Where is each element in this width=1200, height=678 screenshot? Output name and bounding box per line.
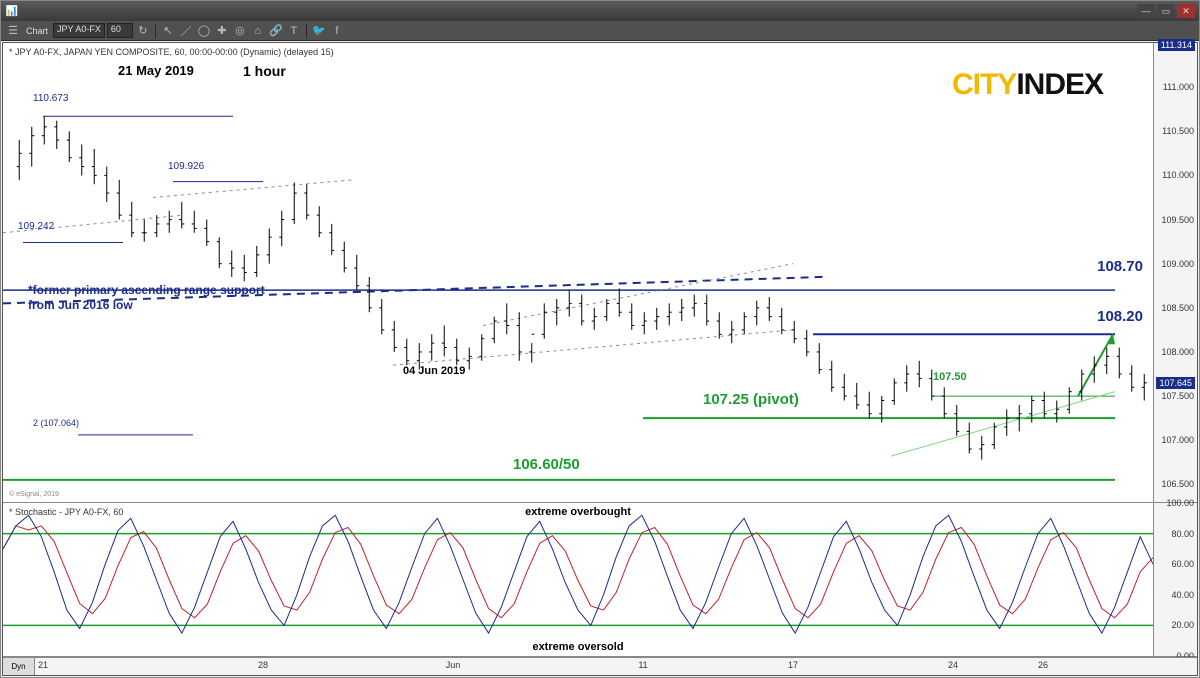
x-tick: 21 bbox=[38, 660, 48, 670]
link-icon[interactable]: 🔗 bbox=[268, 23, 284, 39]
y-tick: 110.000 bbox=[1162, 170, 1194, 180]
price-svg bbox=[3, 43, 1153, 502]
y-tick: 107.000 bbox=[1161, 435, 1194, 445]
chart-window: 📊 — ▭ ✕ ☰ Chart JPY A0-FX 60 ↻ ↖ ／ ◯ ✚ ◎… bbox=[0, 0, 1200, 678]
close-button[interactable]: ✕ bbox=[1177, 4, 1195, 18]
x-axis-ticks: 21 28 Jun 11 17 24 26 bbox=[3, 658, 1153, 675]
toolbar-divider bbox=[306, 24, 307, 38]
x-tick: Jun bbox=[446, 660, 461, 670]
circle-tool-icon[interactable]: ◯ bbox=[196, 23, 212, 39]
stochastic-svg bbox=[3, 503, 1153, 656]
y-tick: 108.500 bbox=[1161, 303, 1194, 313]
minimize-button[interactable]: — bbox=[1137, 4, 1155, 18]
target-icon[interactable]: ◎ bbox=[232, 23, 248, 39]
y-tick: 20.00 bbox=[1171, 620, 1194, 630]
interval-select[interactable]: 60 bbox=[107, 23, 133, 38]
y-tick: 109.500 bbox=[1161, 215, 1194, 225]
crosshair-icon[interactable]: ✚ bbox=[214, 23, 230, 39]
chart-stack: * JPY A0-FX, JAPAN YEN COMPOSITE, 60, 00… bbox=[2, 42, 1198, 676]
x-tick: 28 bbox=[258, 660, 268, 670]
x-tick: 11 bbox=[638, 660, 647, 670]
menu-icon[interactable]: ☰ bbox=[5, 23, 21, 39]
y-tick: 111.000 bbox=[1163, 82, 1194, 92]
time-axis[interactable]: Dyn 2128Jun11172426 bbox=[3, 657, 1197, 675]
stochastic-y-axis[interactable]: 0.0020.0040.0060.0080.00100.00 bbox=[1153, 503, 1197, 656]
facebook-icon[interactable]: f bbox=[329, 23, 345, 39]
y-tick: 108.000 bbox=[1161, 347, 1194, 357]
y-tick: 107.500 bbox=[1161, 391, 1194, 401]
home-icon[interactable]: ⌂ bbox=[250, 23, 266, 39]
draw-line-icon[interactable]: ／ bbox=[178, 23, 194, 39]
y-tick: 109.000 bbox=[1161, 259, 1194, 269]
y-tick: 60.00 bbox=[1171, 559, 1194, 569]
y-tick: 40.00 bbox=[1171, 590, 1194, 600]
cityindex-logo: CITYINDEX bbox=[952, 68, 1103, 102]
logo-part1: CITY bbox=[952, 68, 1016, 101]
y-tick: 110.500 bbox=[1162, 126, 1194, 136]
current-price-box: 107.645 bbox=[1156, 377, 1195, 389]
cursor-icon[interactable]: ↖ bbox=[160, 23, 176, 39]
window-titlebar[interactable]: 📊 — ▭ ✕ bbox=[1, 1, 1199, 21]
app-icon: 📊 bbox=[5, 4, 19, 18]
y-tick: 80.00 bbox=[1171, 529, 1194, 539]
refresh-icon[interactable]: ↻ bbox=[135, 23, 151, 39]
symbol-select[interactable]: JPY A0-FX bbox=[53, 23, 105, 38]
stochastic-plot-area[interactable]: extreme overbought extreme oversold bbox=[3, 503, 1153, 656]
price-panel[interactable]: * JPY A0-FX, JAPAN YEN COMPOSITE, 60, 00… bbox=[3, 43, 1197, 503]
maximize-button[interactable]: ▭ bbox=[1157, 4, 1175, 18]
logo-part2: INDEX bbox=[1016, 68, 1103, 101]
text-tool-icon[interactable]: T bbox=[286, 23, 302, 39]
x-tick: 26 bbox=[1038, 660, 1048, 670]
twitter-icon[interactable]: 🐦 bbox=[311, 23, 327, 39]
toolbar-divider bbox=[155, 24, 156, 38]
stochastic-panel[interactable]: * Stochastic - JPY A0-FX, 60 extreme ove… bbox=[3, 503, 1197, 657]
price-y-axis[interactable]: 106.500 107.000 107.500 108.000 108.500 109.0… bbox=[1153, 43, 1197, 502]
y-tick: 100.00 bbox=[1166, 498, 1194, 508]
price-plot-area[interactable]: 21 May 2019 1 hour 110.673 109.926 109.2… bbox=[3, 43, 1153, 502]
y-tick: 106.500 bbox=[1161, 479, 1194, 489]
chart-toolbar: ☰ Chart JPY A0-FX 60 ↻ ↖ ／ ◯ ✚ ◎ ⌂ 🔗 T 🐦… bbox=[1, 21, 1199, 41]
last-price-box: 111.314 bbox=[1158, 39, 1195, 51]
x-tick: 17 bbox=[788, 660, 798, 670]
chart-type-label: Chart bbox=[23, 26, 51, 36]
x-tick: 24 bbox=[948, 660, 958, 670]
